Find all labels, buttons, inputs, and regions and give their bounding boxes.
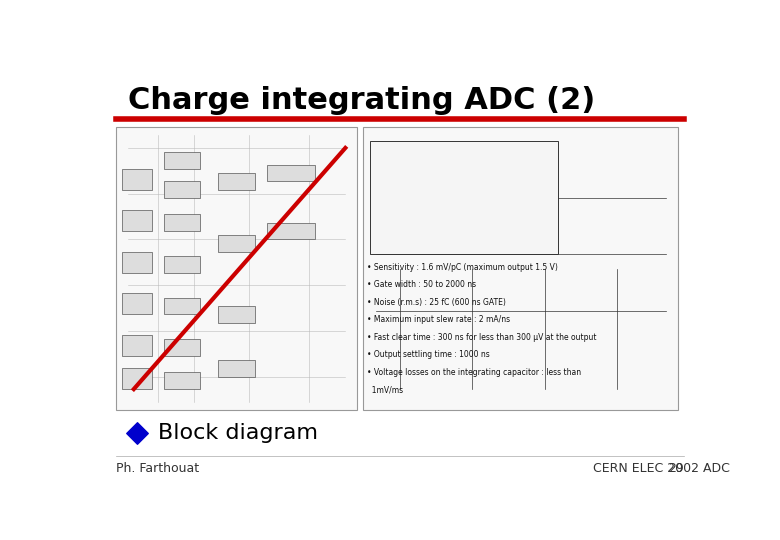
- Bar: [164, 181, 200, 198]
- Bar: [267, 223, 315, 239]
- Text: • Noise (r.m.s) : 25 fC (600 ns GATE): • Noise (r.m.s) : 25 fC (600 ns GATE): [367, 298, 505, 307]
- Text: • Maximum input slew rate : 2 mA/ns: • Maximum input slew rate : 2 mA/ns: [367, 315, 509, 325]
- Bar: [218, 235, 254, 252]
- Text: Block diagram: Block diagram: [158, 423, 318, 443]
- Text: • Output settling time : 1000 ns: • Output settling time : 1000 ns: [367, 350, 489, 359]
- Bar: [122, 210, 152, 231]
- Text: • Gate width : 50 to 2000 ns: • Gate width : 50 to 2000 ns: [367, 280, 476, 289]
- Point: [130, 428, 143, 437]
- Text: CERN ELEC 2002 ADC: CERN ELEC 2002 ADC: [594, 462, 730, 475]
- Bar: [122, 293, 152, 314]
- Bar: [218, 306, 254, 322]
- Bar: [267, 165, 315, 181]
- Text: • Voltage losses on the integrating capacitor : less than: • Voltage losses on the integrating capa…: [367, 368, 580, 377]
- Bar: [164, 298, 200, 314]
- Bar: [164, 339, 200, 356]
- Bar: [122, 252, 152, 273]
- Bar: [115, 127, 357, 410]
- Bar: [122, 368, 152, 389]
- Bar: [218, 173, 254, 190]
- Bar: [164, 256, 200, 273]
- Text: Charge integrating ADC (2): Charge integrating ADC (2): [128, 85, 595, 114]
- Bar: [164, 214, 200, 231]
- Text: Ph. Farthouat: Ph. Farthouat: [115, 462, 199, 475]
- Text: • Sensitivity : 1.6 mV/pC (maximum output 1.5 V): • Sensitivity : 1.6 mV/pC (maximum outpu…: [367, 263, 558, 272]
- Bar: [363, 127, 678, 410]
- Text: 1mV/ms: 1mV/ms: [367, 385, 402, 394]
- Bar: [218, 360, 254, 377]
- Bar: [122, 335, 152, 356]
- Bar: [370, 141, 558, 254]
- Bar: [122, 168, 152, 190]
- Bar: [164, 152, 200, 168]
- Text: • Fast clear time : 300 ns for less than 300 µV at the output: • Fast clear time : 300 ns for less than…: [367, 333, 596, 342]
- Bar: [164, 373, 200, 389]
- Text: 29: 29: [668, 462, 684, 475]
